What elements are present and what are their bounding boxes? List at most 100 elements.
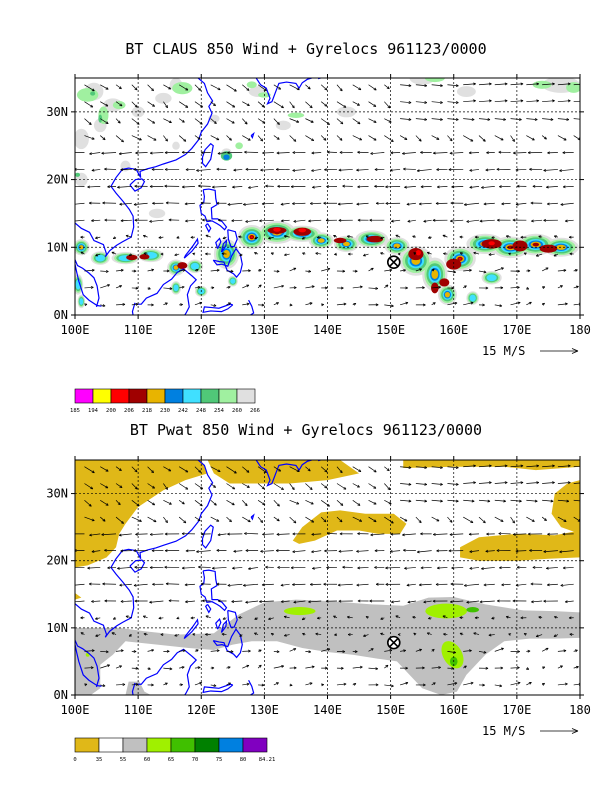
wind-arrow-head xyxy=(568,235,572,239)
wind-arrow xyxy=(352,466,362,472)
wind-arrow-head xyxy=(324,168,327,172)
wind-arrow xyxy=(84,101,94,108)
wind-arrow-head xyxy=(119,103,123,107)
wind-arrow xyxy=(289,101,295,109)
wind-arrow-head xyxy=(284,253,287,257)
wind-arrow xyxy=(87,567,101,569)
wind-arrow-head xyxy=(568,616,572,620)
wind-arrow-head xyxy=(149,600,153,604)
wind-arrow-head xyxy=(246,103,250,107)
wind-arrow xyxy=(257,118,266,124)
wind-arrow xyxy=(510,499,522,502)
wind-arrow-head xyxy=(515,202,519,206)
wind-arrow xyxy=(243,202,259,205)
wind-arrow-head xyxy=(293,520,297,524)
wind-arrow xyxy=(185,600,195,603)
wind-arrow xyxy=(494,516,504,522)
wind-arrow-head xyxy=(505,235,509,238)
wind-arrow-head xyxy=(198,469,202,473)
wind-arrow-head xyxy=(404,566,407,570)
colorbar-label: 0 xyxy=(73,757,76,763)
wind-arrow xyxy=(101,533,117,536)
wind-arrow xyxy=(368,101,377,107)
wind-arrow-head xyxy=(473,82,476,86)
wind-arrow xyxy=(357,185,369,188)
wind-arrow-head xyxy=(574,649,578,653)
colorbar-swatch xyxy=(164,388,184,404)
wind-arrow-head xyxy=(289,683,293,687)
wind-arrow xyxy=(510,465,524,468)
wind-arrow xyxy=(547,583,558,586)
wind-arrow-head xyxy=(536,464,540,468)
colorbar-label: 200 xyxy=(106,408,116,414)
wind-arrow-head xyxy=(165,520,168,524)
wind-arrow-head xyxy=(426,632,430,636)
wind-arrow-head xyxy=(530,582,534,586)
band-l5-10 xyxy=(317,238,325,243)
wind-arrow xyxy=(542,118,554,120)
wind-arrow-head xyxy=(276,503,280,507)
wind-arrow-head xyxy=(84,303,88,307)
wind-arrow xyxy=(194,84,201,91)
wind-arrow-head xyxy=(88,503,92,507)
wind-arrow xyxy=(573,118,580,120)
wind-arrow-head xyxy=(296,469,300,473)
wind-arrow xyxy=(536,253,543,257)
wind-arrow xyxy=(321,268,331,272)
wind-arrow-head xyxy=(152,120,156,124)
wind-arrow xyxy=(205,615,211,619)
wind-arrow-head xyxy=(216,649,220,653)
panel1-coastline xyxy=(202,303,234,314)
wind-arrow xyxy=(384,84,390,90)
wind-arrow xyxy=(194,286,201,289)
wind-arrow xyxy=(194,682,202,686)
wind-arrow-head xyxy=(504,82,508,86)
lon-label: 180 xyxy=(569,703,591,717)
wind-arrow-head xyxy=(238,616,242,620)
colorbar-label: 80 xyxy=(240,757,247,763)
wind-arrow xyxy=(526,83,539,86)
wind-arrow-head xyxy=(391,600,394,604)
wind-arrow-head xyxy=(358,469,362,473)
wind-arrow xyxy=(212,185,227,188)
wind-arrow xyxy=(100,135,106,141)
wind-arrow xyxy=(542,465,555,468)
wind-arrow-head xyxy=(311,532,315,536)
wind-arrow xyxy=(95,236,101,239)
wind-arrow-head xyxy=(526,667,530,670)
wind-arrow-head xyxy=(247,137,251,141)
wind-arrow-head xyxy=(119,202,123,206)
wind-arrow-head xyxy=(422,286,425,290)
wind-arrow-head xyxy=(260,168,263,172)
wind-arrow-head xyxy=(160,252,164,256)
wind-arrow-head xyxy=(134,469,138,473)
core-darkred-2 xyxy=(177,262,188,269)
wind-arrow-head xyxy=(408,101,412,104)
wind-arrow-head xyxy=(135,666,139,670)
wind-arrow-head xyxy=(375,683,379,687)
wind-arrow-head xyxy=(315,252,319,255)
wind-arrow xyxy=(479,600,495,603)
wind-arrow-head xyxy=(397,252,401,256)
wind-arrow-head xyxy=(276,136,280,140)
colorbar-label: 218 xyxy=(142,408,152,414)
wind-arrow xyxy=(115,101,123,107)
wind-arrow-head xyxy=(498,532,502,536)
wind-arrow-head xyxy=(488,633,492,637)
wind-arrow-head xyxy=(463,285,467,289)
wind-arrow-head xyxy=(499,185,502,189)
wind-arrow-head xyxy=(333,615,337,619)
lat-label: 10N xyxy=(46,240,68,254)
wind-arrow xyxy=(560,583,574,586)
wind-arrow xyxy=(184,583,195,586)
wind-arrow-head xyxy=(205,615,209,619)
wind-arrow-head xyxy=(470,301,474,305)
wind-arrow-head xyxy=(143,632,147,636)
wind-arrow xyxy=(494,118,506,120)
wind-arrow-head xyxy=(545,647,549,651)
wind-arrow xyxy=(463,302,474,306)
wind-arrow-head xyxy=(166,269,170,273)
moist-green-1 xyxy=(466,607,479,613)
lon-label: 130E xyxy=(250,323,279,337)
colorbar-label: 60 xyxy=(144,757,151,763)
